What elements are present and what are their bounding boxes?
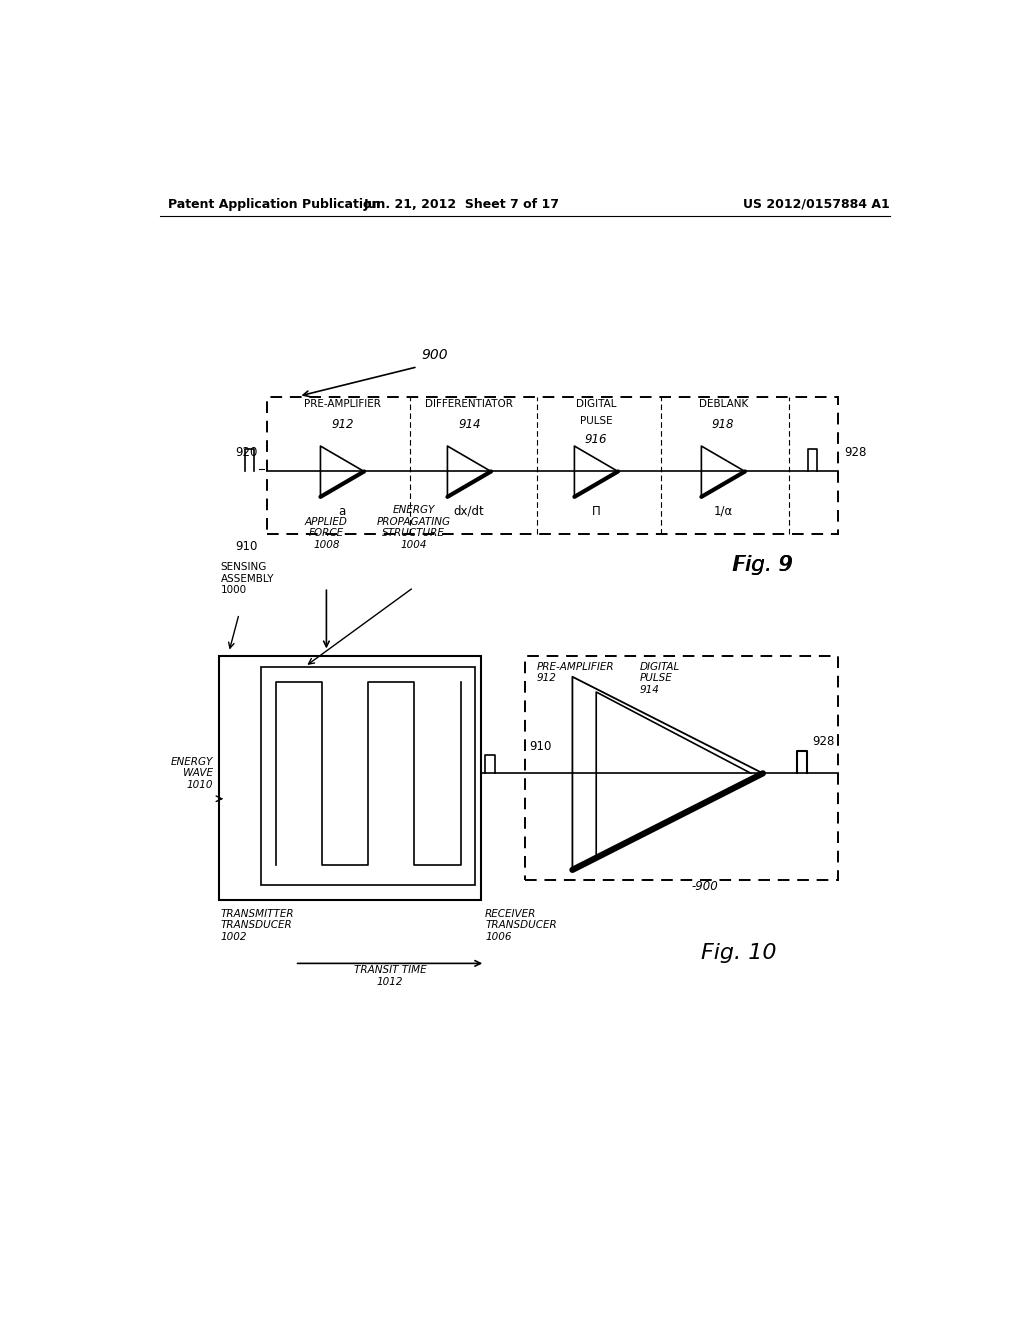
Text: 928: 928 [844,446,866,459]
Text: Π: Π [592,506,601,517]
Text: PRE-AMPLIFIER: PRE-AMPLIFIER [304,399,381,409]
Text: 910: 910 [528,741,551,752]
Text: 920: 920 [234,446,257,459]
Text: 916: 916 [585,433,607,446]
Text: Fig. 9: Fig. 9 [734,554,792,574]
Text: APPLIED
FORCE
1008: APPLIED FORCE 1008 [305,516,348,549]
Bar [267,397,839,535]
Text: 1/α: 1/α [714,506,733,517]
Text: PRE-AMPLIFIER
912: PRE-AMPLIFIER 912 [537,661,614,684]
Text: -900: -900 [691,880,718,894]
Text: TRANSIT TIME
1012: TRANSIT TIME 1012 [353,965,426,987]
Text: PULSE: PULSE [580,416,612,425]
Text: 914: 914 [458,417,480,430]
Text: DIGITAL
PULSE
914: DIGITAL PULSE 914 [640,661,680,694]
Text: 912: 912 [331,417,353,430]
Text: DIFFERENTIATOR: DIFFERENTIATOR [425,399,513,409]
Bar [219,656,481,900]
Text: Jun. 21, 2012  Sheet 7 of 17: Jun. 21, 2012 Sheet 7 of 17 [364,198,559,211]
Text: Patent Application Publication: Patent Application Publication [168,198,380,211]
Text: ENERGY
WAVE
1010: ENERGY WAVE 1010 [171,756,213,789]
Bar [261,667,475,886]
Text: 900: 900 [422,347,449,362]
Text: Fig. 9: Fig. 9 [732,554,794,574]
Text: 918: 918 [712,417,734,430]
Text: 910: 910 [234,540,257,553]
Text: 928: 928 [812,735,835,748]
Text: RECEIVER
TRANSDUCER
1006: RECEIVER TRANSDUCER 1006 [485,908,557,941]
Text: dx/dt: dx/dt [454,506,484,517]
Text: DIGITAL: DIGITAL [575,399,616,409]
Text: DEBLANK: DEBLANK [698,399,748,409]
Text: ENERGY
PROPAGATING
STRUCTURE
1004: ENERGY PROPAGATING STRUCTURE 1004 [377,506,451,549]
Text: US 2012/0157884 A1: US 2012/0157884 A1 [743,198,890,211]
Text: a: a [339,506,346,517]
Text: SENSING
ASSEMBLY
1000: SENSING ASSEMBLY 1000 [221,562,274,595]
Text: Fig. 10: Fig. 10 [701,942,777,964]
Text: TRANSMITTER
TRANSDUCER
1002: TRANSMITTER TRANSDUCER 1002 [221,908,295,941]
Bar [524,656,839,880]
